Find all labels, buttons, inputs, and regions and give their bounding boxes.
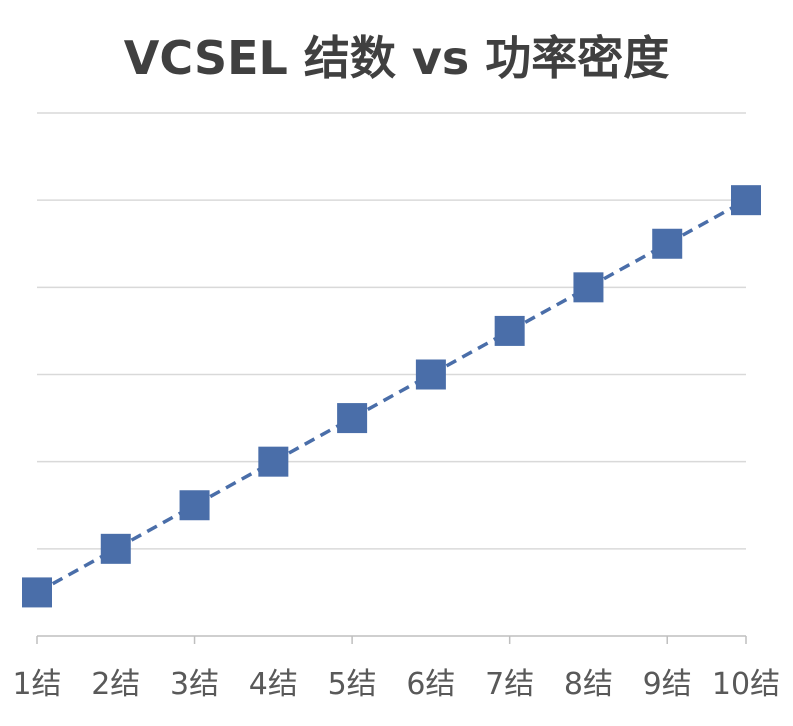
chart-title: VCSEL 结数 vs 功率密度 [123,31,670,85]
data-point-marker [731,185,761,216]
x-tick-label: 3结 [170,667,219,702]
x-tick-label: 2结 [91,667,140,702]
data-point-marker [100,533,131,564]
data-point-marker [494,315,525,346]
x-tick-label: 5结 [328,667,377,702]
x-tick-label: 8结 [564,667,613,702]
x-tick-label: 6结 [406,667,455,702]
series-line [36,198,747,594]
data-point-marker [179,490,210,521]
x-tick-label: 9结 [643,667,692,702]
data-point-marker [22,577,52,608]
data-point-marker [652,228,683,259]
data-point-marker [337,403,368,434]
data-point-marker [258,446,289,477]
data-point-marker [573,272,604,303]
x-tick-label: 4结 [249,667,298,702]
x-tick-label: 1结 [12,667,61,702]
data-point-marker [415,359,446,390]
x-tick-label: 7结 [485,667,534,702]
x-tick-label: 10结 [712,667,780,702]
